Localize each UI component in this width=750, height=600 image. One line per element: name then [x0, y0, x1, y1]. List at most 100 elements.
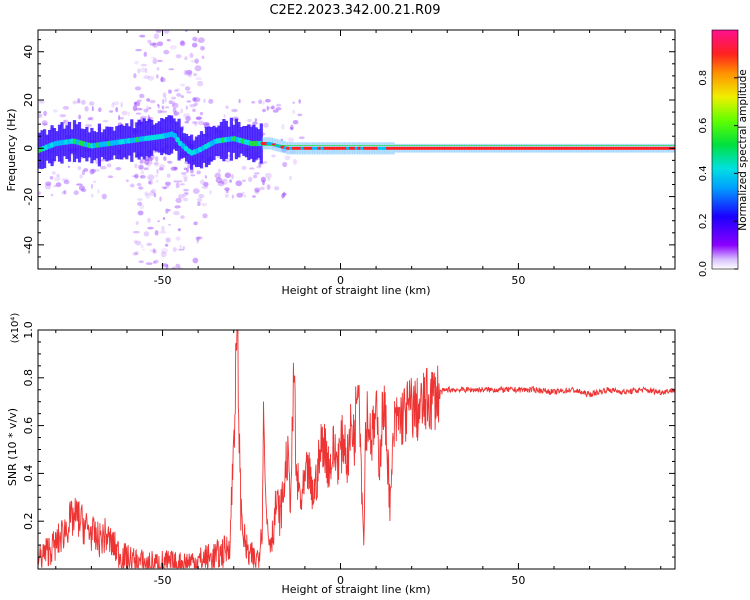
heatmap-noise-blob	[140, 175, 143, 179]
heatmap-noise-blob	[172, 107, 177, 113]
colorbar	[711, 29, 739, 270]
heatmap-noise-blob	[115, 107, 119, 113]
heatmap-noise-blob	[129, 183, 135, 188]
heatmap-noise-blob	[140, 63, 147, 67]
heatmap-noise-blob	[89, 168, 95, 175]
heatmap-noise-blob	[152, 58, 158, 65]
heatmap-noise-blob	[149, 99, 156, 104]
heatmap-noise-blob	[52, 109, 58, 113]
heatmap-noise-blob	[61, 191, 67, 195]
heatmap-noise-blob	[135, 112, 142, 115]
heatmap-noise-blob	[134, 163, 138, 169]
heatmap-noise-blob	[195, 77, 203, 80]
heatmap-noise-blob	[163, 30, 170, 34]
heatmap-noise-blob	[106, 163, 112, 168]
heatmap-noise-blob	[62, 178, 69, 182]
heatmap-noise-blob	[185, 116, 191, 122]
heatmap-noise-blob	[137, 201, 143, 206]
heatmap-noise-blob	[195, 116, 202, 121]
heatmap-noise-blob	[182, 197, 189, 202]
heatmap-noise-blob	[139, 203, 145, 210]
heatmap-noise-blob	[156, 168, 159, 174]
heatmap-noise-blob	[189, 52, 194, 59]
heatmap-noise-blob	[137, 99, 142, 103]
heatmap-noise-blob	[180, 183, 185, 186]
heatmap-noise-blob	[134, 60, 140, 65]
heatmap-noise-blob	[166, 39, 171, 42]
heatmap-noise-blob	[298, 136, 305, 140]
heatmap-noise-blob	[90, 116, 94, 121]
heatmap-noise-blob	[292, 109, 296, 114]
heatmap-noise-blob	[162, 98, 165, 105]
heatmap-noise-blob	[175, 197, 182, 204]
heatmap-noise-blob	[140, 67, 147, 73]
heatmap-noise-blob	[241, 179, 246, 183]
heatmap-noise-blob	[167, 209, 171, 212]
heatmap-noise-blob	[160, 76, 164, 82]
heatmap-noise-blob	[190, 59, 197, 63]
heatmap-noise-blob	[149, 190, 156, 196]
heatmap-noise-blob	[153, 162, 159, 165]
heatmap-noise-blob	[155, 179, 159, 183]
snr-plot-area	[38, 330, 675, 569]
heatmap-noise-blob	[220, 180, 225, 184]
heatmap-noise-blob	[184, 86, 191, 91]
heatmap-noise-blob	[224, 187, 230, 192]
heatmap-noise-blob	[292, 101, 295, 104]
heatmap-noise-blob	[111, 102, 115, 108]
heatmap-noise-blob	[160, 248, 168, 254]
heatmap-noise-blob	[263, 161, 268, 164]
heatmap-noise-blob	[174, 205, 181, 209]
heatmap-noise-blob	[82, 170, 85, 176]
heatmap-noise-blob	[231, 194, 234, 199]
heatmap-noise-blob	[185, 73, 192, 77]
heatmap-noise-blob	[98, 107, 102, 113]
heatmap-noise-blob	[176, 88, 180, 92]
heatmap-noise-blob	[171, 96, 177, 100]
heatmap-noise-blob	[214, 172, 221, 179]
heatmap-noise-blob	[147, 174, 155, 181]
heatmap-noise-blob	[156, 74, 159, 79]
heatmap-noise-blob	[241, 191, 245, 195]
heatmap-noise-blob	[224, 193, 229, 198]
heatmap-noise-blob	[164, 97, 167, 103]
heatmap-noise-blob	[91, 106, 94, 112]
heatmap-noise-blob	[198, 37, 205, 43]
heatmap-noise-blob	[238, 98, 241, 104]
heatmap-noise-blob	[147, 75, 155, 81]
heatmap-noise-blob	[208, 98, 214, 104]
heatmap-noise-blob	[274, 186, 280, 191]
heatmap-noise-blob	[155, 30, 162, 33]
heatmap-noise-blob	[143, 51, 147, 57]
heatmap-noise-blob	[81, 99, 86, 105]
heatmap-noise-blob	[144, 191, 149, 197]
heatmap-noise-blob	[148, 179, 153, 185]
heatmap-noise-blob	[183, 176, 188, 182]
heatmap-noise-blob	[194, 40, 201, 43]
heatmap-marks	[38, 30, 675, 269]
y-tick-label: 20	[22, 93, 35, 107]
heatmap-noise-blob	[183, 188, 189, 192]
heatmap-noise-blob	[167, 160, 173, 164]
heatmap-noise-blob	[100, 165, 107, 170]
heatmap-noise-blob	[284, 155, 291, 161]
heatmap-noise-blob	[180, 108, 184, 114]
heatmap-noise-blob	[193, 73, 198, 77]
heatmap-noise-blob	[194, 65, 202, 72]
heatmap-noise-blob	[256, 165, 262, 169]
heatmap-frame	[37, 29, 676, 270]
heatmap-noise-blob	[200, 179, 205, 186]
heatmap-noise-blob	[38, 100, 45, 104]
heatmap-noise-blob	[175, 182, 180, 189]
heatmap-noise-blob	[140, 115, 147, 119]
heatmap-noise-blob	[247, 118, 252, 123]
heatmap-noise-blob	[152, 248, 156, 253]
heatmap-noise-blob	[148, 107, 152, 110]
heatmap-xlabel: Height of straight line (km)	[281, 284, 430, 297]
heatmap-noise-blob	[56, 173, 60, 178]
heatmap-noise-blob	[263, 122, 269, 128]
heatmap-noise-blob	[184, 192, 189, 195]
heatmap-noise-blob	[133, 73, 137, 79]
heatmap-noise-blob	[63, 179, 70, 185]
